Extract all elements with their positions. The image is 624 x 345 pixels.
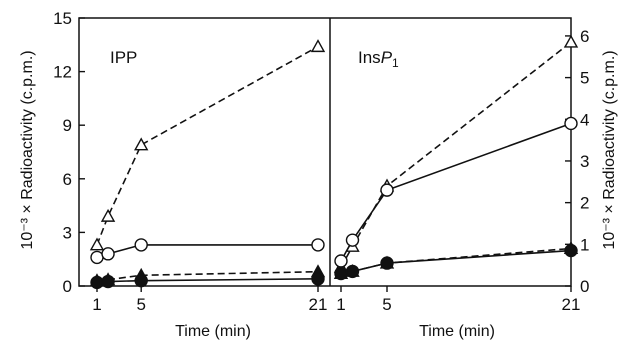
data-point-filled-circle [334, 266, 348, 281]
data-point-open-circle [134, 238, 148, 252]
y-tick-label-left: 0 [63, 277, 72, 296]
data-point-filled-circle [311, 272, 325, 286]
series-line-filled-circle [340, 249, 572, 275]
data-point-filled-circle [345, 264, 360, 279]
panel-label-insp1-sub: 1 [392, 56, 399, 70]
y-axis-title-right: 10⁻³ × Radioactivity (c.p.m.) [601, 50, 618, 249]
data-point-open-triangle [310, 39, 326, 53]
data-point-filled-circle [380, 256, 394, 270]
data-point-open-triangle [89, 237, 105, 251]
data-point-open-circle [334, 254, 348, 268]
y-tick-label-left: 3 [63, 223, 72, 242]
chart-marks [89, 34, 579, 290]
panel-label-insp1: InsP1 [358, 48, 399, 70]
data-point-open-circle [380, 183, 394, 197]
y-tick-label-right: 2 [580, 194, 589, 213]
series-line-open-circle [340, 122, 572, 262]
y-tick-label-left: 12 [53, 63, 72, 82]
data-point-open-circle [101, 247, 115, 261]
y-tick-label-right: 3 [580, 152, 589, 171]
x-tick-label: 5 [382, 295, 391, 314]
data-point-filled-circle [101, 274, 115, 289]
data-point-open-triangle [100, 208, 116, 222]
data-point-open-circle [345, 233, 360, 247]
series-line-open-circle [96, 244, 318, 259]
series-line-open-triangle [96, 45, 319, 246]
plot-frame [78, 17, 572, 287]
y-tick-label-right: 4 [580, 110, 589, 129]
x-axis-title-left: Time (min) [175, 323, 251, 340]
x-tick-label: 21 [309, 295, 328, 314]
x-tick-label: 5 [136, 295, 145, 314]
panel-label-ipp: IPP [110, 48, 137, 67]
y-tick-label-right: 0 [580, 277, 589, 296]
x-tick-label: 1 [92, 295, 101, 314]
y-tick-label-right: 5 [580, 69, 589, 88]
y-tick-label-left: 6 [63, 170, 72, 189]
data-point-open-circle [311, 238, 325, 252]
x-tick-label: 21 [562, 295, 581, 314]
series-line-filled-circle [96, 278, 319, 284]
data-point-filled-circle [134, 273, 148, 288]
y-tick-label-left: 9 [63, 116, 72, 135]
y-axis-title-left: 10⁻³ × Radioactivity (c.p.m.) [19, 50, 36, 249]
data-point-open-circle [564, 116, 578, 131]
data-point-open-circle [90, 250, 104, 265]
data-point-filled-circle [564, 243, 578, 258]
y-tick-label-right: 1 [580, 235, 589, 254]
data-point-filled-circle [90, 275, 104, 290]
panel-label-insp1-italic: P [381, 48, 393, 67]
data-point-open-triangle [563, 34, 579, 48]
y-tick-label-left: 15 [53, 9, 72, 28]
panel-label-insp1-main: Ins [358, 48, 381, 67]
data-point-open-triangle [134, 137, 149, 151]
y-tick-label-right: 6 [580, 27, 589, 46]
series-line-open-triangle [340, 41, 572, 268]
x-tick-label: 1 [336, 295, 345, 314]
x-axis-title-right: Time (min) [419, 323, 495, 340]
